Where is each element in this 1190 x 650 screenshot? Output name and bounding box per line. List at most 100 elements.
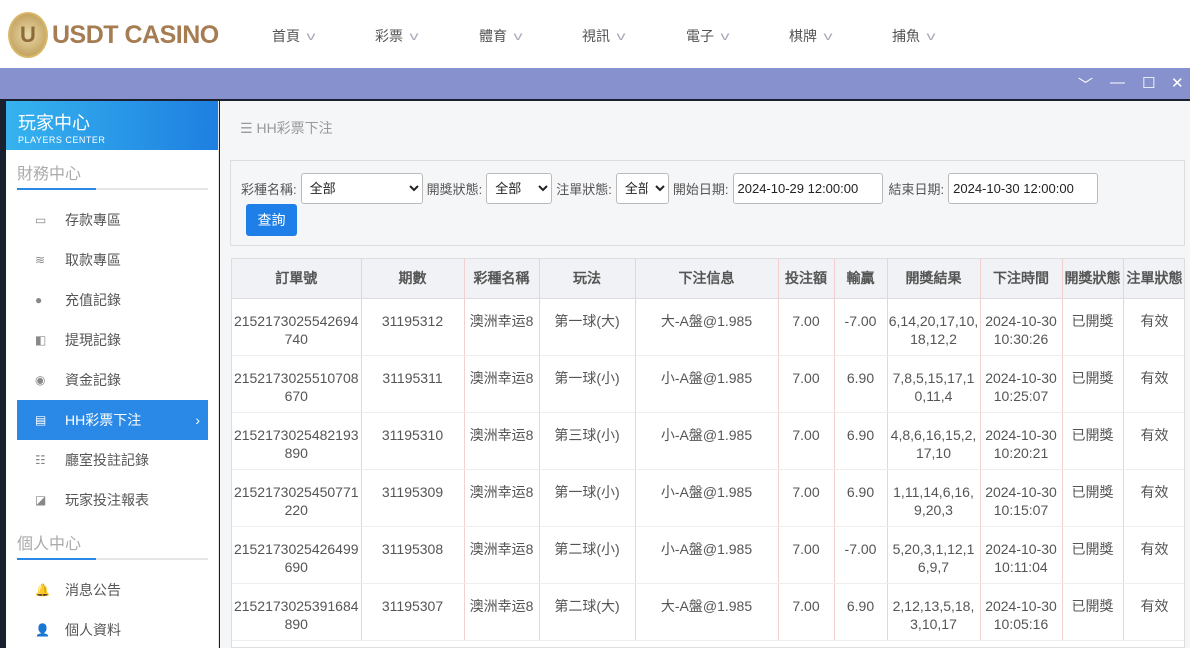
table-cell: 2024-10-30 10:11:04: [980, 526, 1063, 584]
brand-name: USDT CASINO: [52, 20, 219, 49]
sidebar-subtitle: PLAYERS CENTER: [18, 135, 106, 145]
table-cell: 5,20,3,1,12,16,9,7: [887, 526, 981, 584]
table-row: 2152173025391684890 31195307 澳洲幸运8 第二球(大) 大-…: [232, 583, 1184, 641]
chevron-down-icon: v: [616, 29, 626, 43]
sidebar-section-title: 個人中心: [17, 530, 208, 560]
sidebar-item-label: 廳室投註記錄: [65, 452, 149, 468]
column-header[interactable]: 期數: [361, 259, 465, 299]
start-date-input[interactable]: [732, 173, 883, 204]
minimize-icon[interactable]: —: [1110, 74, 1125, 91]
table-cell: 2152173025426499690: [232, 526, 362, 584]
sidebar-item-label: 取款專區: [65, 252, 121, 268]
sidebar-item[interactable]: ◧ 提現記錄: [17, 320, 208, 360]
column-header[interactable]: 投注額: [778, 259, 835, 299]
money-bag-icon: ●: [35, 293, 43, 307]
breadcrumb: ☰ HH彩票下注: [240, 118, 333, 138]
table-cell: 7.00: [778, 412, 835, 470]
table-cell: 大-A盤@1.985: [635, 583, 779, 641]
close-icon[interactable]: ✕: [1171, 75, 1184, 92]
lottery-select[interactable]: 全部: [300, 173, 423, 204]
collapse-icon[interactable]: ﹀: [1078, 77, 1094, 94]
nav-item[interactable]: 首頁 v: [272, 26, 316, 46]
table-cell: 6.90: [834, 583, 888, 641]
table-cell: 澳洲幸运8: [464, 469, 540, 527]
sidebar-item[interactable]: ▭ 存款專區: [17, 200, 208, 240]
nav-item[interactable]: 體育 v: [479, 26, 523, 46]
table-cell: 已開獎: [1062, 298, 1124, 356]
card-icon: ▭: [35, 213, 47, 227]
table-row: 2152173025426499690 31195308 澳洲幸运8 第二球(小) 小-…: [232, 526, 1184, 584]
start-date-label: 開始日期:: [672, 182, 729, 197]
chevron-down-icon: v: [823, 29, 833, 43]
table-cell: 已開獎: [1062, 412, 1124, 470]
column-header[interactable]: 開獎結果: [887, 259, 981, 299]
column-header[interactable]: 輸贏: [834, 259, 888, 299]
column-header[interactable]: 開獎狀態: [1062, 259, 1124, 299]
column-header[interactable]: 訂單號: [232, 259, 362, 299]
logo[interactable]: U USDT CASINO: [8, 12, 219, 58]
nav-item[interactable]: 視訊 v: [582, 26, 626, 46]
nav-label: 電子: [686, 28, 714, 44]
table-cell: 31195307: [361, 583, 465, 641]
sidebar-item[interactable]: ☷ 廳室投註記錄: [17, 440, 208, 480]
nav-label: 體育: [479, 28, 507, 44]
nav-item[interactable]: 棋牌 v: [789, 26, 833, 46]
end-date-input[interactable]: [948, 173, 1099, 204]
piggy-bank-icon: ◉: [35, 373, 46, 387]
table-row: 2152173025510708670 31195311 澳洲幸运8 第一球(小) 小-…: [232, 355, 1184, 413]
sidebar-item[interactable]: ≋ 取款專區: [17, 240, 208, 280]
wallet-icon: ◧: [35, 333, 47, 347]
table-cell: 2024-10-30 10:05:16: [980, 583, 1063, 641]
sidebar-item[interactable]: ● 充值記錄: [17, 280, 208, 320]
column-header[interactable]: 玩法: [539, 259, 636, 299]
sidebar-item-label: 提現記錄: [65, 332, 121, 348]
nav-label: 首頁: [272, 28, 300, 44]
nav-label: 視訊: [582, 28, 610, 44]
table-cell: 31195308: [361, 526, 465, 584]
table-cell: 7.00: [778, 469, 835, 527]
table-cell: 2024-10-30 10:15:07: [980, 469, 1063, 527]
table-cell: 已開獎: [1062, 526, 1124, 584]
sidebar-section-title: 財務中心: [17, 160, 208, 190]
nav-item[interactable]: 捕魚 v: [892, 26, 936, 46]
lottery-label: 彩種名稱:: [241, 182, 297, 197]
sidebar-item-label: 玩家投注報表: [65, 492, 149, 508]
order-status-select[interactable]: 全部: [615, 173, 669, 204]
table-cell: 6,14,20,17,10,18,12,2: [887, 298, 981, 356]
table-cell: 7.00: [778, 298, 835, 356]
column-header[interactable]: 下注信息: [635, 259, 779, 299]
table-cell: 31195309: [361, 469, 465, 527]
column-header[interactable]: 下注時間: [980, 259, 1063, 299]
draw-status-select[interactable]: 全部: [486, 173, 553, 204]
sidebar-item[interactable]: 🔔 消息公告: [17, 570, 208, 610]
top-nav: U USDT CASINO 首頁 v 彩票 v 體育 v 視訊 v 電子 v 棋牌 v 捕魚 v: [0, 0, 1190, 68]
nav-item[interactable]: 彩票 v: [375, 26, 419, 46]
table-cell: 有效: [1123, 583, 1184, 641]
table-cell: 1,11,14,6,16,9,20,3: [887, 469, 981, 527]
sidebar-item[interactable]: ▤ HH彩票下注 ›: [17, 400, 208, 440]
table-row: 2152173025542694740 31195312 澳洲幸运8 第一球(大) 大-…: [232, 298, 1184, 356]
bell-icon: 🔔: [35, 583, 50, 597]
table-cell: 4,8,6,16,15,2,17,10: [887, 412, 981, 470]
column-header[interactable]: 注單狀態: [1123, 259, 1184, 299]
sidebar-item[interactable]: ◪ 玩家投注報表: [17, 480, 208, 520]
window-titlebar: [0, 68, 1190, 99]
table-row: 2152173025450771220 31195309 澳洲幸运8 第一球(小) 小-…: [232, 469, 1184, 527]
maximize-icon[interactable]: ☐: [1142, 75, 1156, 92]
list-icon: ▤: [35, 413, 47, 427]
chart-icon: ◪: [35, 493, 47, 507]
nav-item[interactable]: 電子 v: [686, 26, 730, 46]
table-cell: 31195312: [361, 298, 465, 356]
sidebar-item[interactable]: ◉ 資金記錄: [17, 360, 208, 400]
table-cell: 2152173025391684890: [232, 583, 362, 641]
user-icon: 👤: [35, 623, 50, 637]
nav-label: 彩票: [375, 28, 403, 44]
table-cell: 第二球(小): [539, 526, 636, 584]
sidebar-item[interactable]: 👤 個人資料: [17, 610, 208, 650]
table-cell: 2,12,13,5,18,3,10,17: [887, 583, 981, 641]
column-header[interactable]: 彩種名稱: [464, 259, 540, 299]
menu-icon[interactable]: ☰: [240, 120, 253, 136]
end-date-label: 結束日期:: [888, 182, 945, 197]
table-cell: 第一球(大): [539, 298, 636, 356]
query-button[interactable]: 查詢: [246, 204, 297, 236]
